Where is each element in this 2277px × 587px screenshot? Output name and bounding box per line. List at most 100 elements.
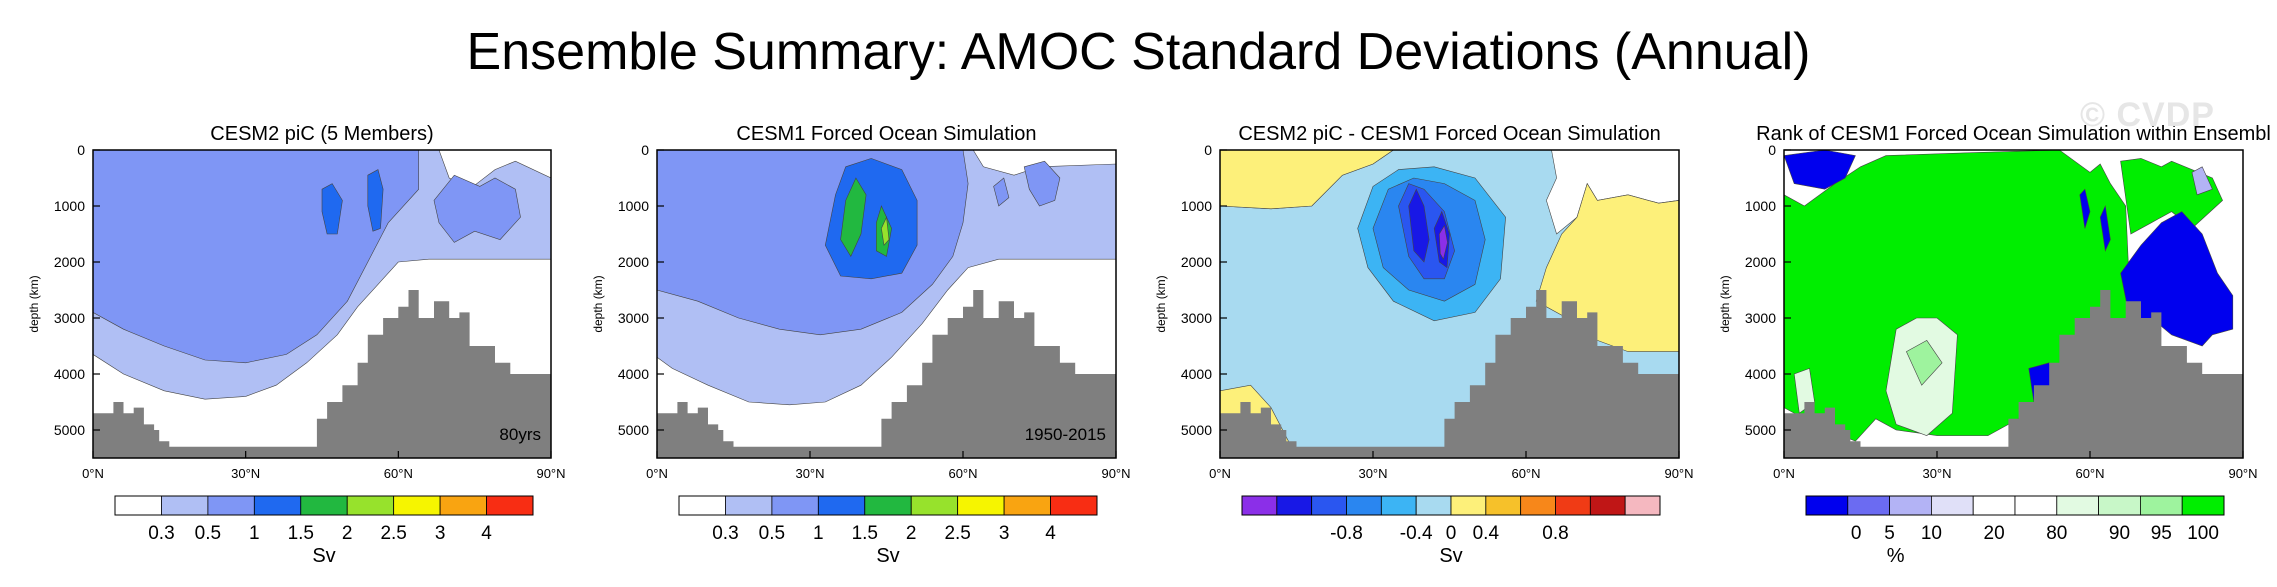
x-tick-label: 90°N bbox=[536, 466, 565, 481]
colorbar-swatch bbox=[1847, 495, 1891, 516]
colorbar-tick-label: 100 bbox=[2187, 523, 2219, 544]
panel-1 bbox=[92, 149, 552, 516]
period-label: 80yrs bbox=[499, 425, 541, 444]
y-tick-label: 1000 bbox=[1181, 198, 1212, 214]
ocean-floor-mask bbox=[1220, 290, 1679, 458]
colorbar-tick-label: 0.3 bbox=[712, 523, 738, 544]
y-tick-label: 4000 bbox=[618, 366, 649, 382]
colorbar-swatch bbox=[1450, 495, 1487, 516]
colorbar-unit-label: Sv bbox=[876, 545, 899, 567]
panel-title: CESM2 piC (5 Members) bbox=[210, 123, 433, 145]
colorbar-tick-label: 3 bbox=[435, 523, 446, 544]
y-tick-label: 3000 bbox=[54, 310, 85, 326]
colorbar-frame bbox=[114, 495, 534, 516]
colorbar-tick-label: 1 bbox=[249, 523, 260, 544]
x-tick-label: 0°N bbox=[1209, 466, 1231, 481]
plot-frame bbox=[1219, 149, 1680, 459]
period-label: 1950-2015 bbox=[1025, 425, 1106, 444]
y-tick-label: 0 bbox=[1768, 142, 1776, 158]
x-tick-label: 90°N bbox=[2228, 466, 2257, 481]
y-tick-label: 5000 bbox=[618, 422, 649, 438]
panel-title: Rank of CESM1 Forced Ocean Simulation wi… bbox=[1756, 123, 2271, 145]
colorbar-tick-label: 90 bbox=[2109, 523, 2130, 544]
colorbar-unit-label: Sv bbox=[312, 545, 335, 567]
y-tick-label: 4000 bbox=[1181, 366, 1212, 382]
ocean-floor-mask bbox=[657, 290, 1116, 458]
y-tick-label: 3000 bbox=[618, 310, 649, 326]
x-tick-label: 90°N bbox=[1101, 466, 1130, 481]
colorbar-swatch bbox=[2014, 495, 2058, 516]
colorbar-swatch bbox=[1624, 495, 1661, 516]
colorbar-tick-label: -0.4 bbox=[1400, 523, 1433, 544]
y-tick-label: 5000 bbox=[1745, 422, 1776, 438]
colorbar-swatch bbox=[678, 495, 726, 516]
contour-region bbox=[993, 177, 1010, 207]
panel-3 bbox=[1219, 149, 1680, 516]
contour-region bbox=[1408, 188, 1430, 263]
colorbar-tick-label: 2 bbox=[342, 523, 353, 544]
plot-frame bbox=[1783, 149, 2244, 459]
y-axis-label: depth (km) bbox=[1718, 275, 1732, 332]
colorbar-swatch bbox=[393, 495, 441, 516]
plot-frame bbox=[656, 149, 1117, 459]
colorbar-tick-label: 2 bbox=[906, 523, 917, 544]
y-axis-label: depth (km) bbox=[591, 275, 605, 332]
colorbar-swatch bbox=[1050, 495, 1098, 516]
contour-region bbox=[321, 183, 343, 235]
panel-4 bbox=[1783, 149, 2244, 516]
colorbar-swatch bbox=[1972, 495, 2016, 516]
contour-region bbox=[367, 169, 384, 232]
y-tick-label: 0 bbox=[77, 142, 85, 158]
colorbar-tick-label: 1.5 bbox=[852, 523, 878, 544]
x-tick-label: 30°N bbox=[1358, 466, 1387, 481]
x-tick-label: 60°N bbox=[948, 466, 977, 481]
colorbar-tick-label: 0 bbox=[1446, 523, 1457, 544]
colorbar-tick-label: 4 bbox=[1045, 523, 1056, 544]
contour-region bbox=[433, 174, 521, 243]
y-axis-label: depth (km) bbox=[1154, 275, 1168, 332]
colorbar-swatch bbox=[1520, 495, 1556, 516]
colorbar-swatch bbox=[1241, 495, 1278, 516]
colorbar-tick-label: 0.3 bbox=[148, 523, 174, 544]
colorbar-swatch bbox=[910, 495, 959, 516]
colorbar-swatch bbox=[486, 495, 534, 516]
colorbar-swatch bbox=[1931, 495, 1974, 516]
colorbar-tick-label: 4 bbox=[481, 523, 492, 544]
colorbar-swatch bbox=[1805, 495, 1849, 516]
y-tick-label: 1000 bbox=[54, 198, 85, 214]
y-tick-label: 0 bbox=[1204, 142, 1212, 158]
colorbar-swatch bbox=[2056, 495, 2100, 516]
colorbar-swatch bbox=[207, 495, 255, 516]
colorbar-tick-label: 0 bbox=[1851, 523, 1862, 544]
colorbar-swatch bbox=[253, 495, 302, 516]
colorbar-tick-label: 1.5 bbox=[288, 523, 314, 544]
colorbar-swatch bbox=[1380, 495, 1417, 516]
colorbar-swatch bbox=[2139, 495, 2183, 516]
colorbar-swatch bbox=[1485, 495, 1522, 516]
y-tick-label: 5000 bbox=[54, 422, 85, 438]
colorbar-swatch bbox=[2098, 495, 2141, 516]
y-tick-label: 2000 bbox=[54, 254, 85, 270]
colorbar-tick-label: 5 bbox=[1884, 523, 1895, 544]
cvdp-watermark: © CVDP bbox=[2080, 96, 2215, 134]
y-tick-label: 2000 bbox=[1181, 254, 1212, 270]
contour-region bbox=[2099, 204, 2111, 252]
x-tick-label: 60°N bbox=[2075, 466, 2104, 481]
colorbar-frame bbox=[678, 495, 1098, 516]
y-tick-label: 3000 bbox=[1181, 310, 1212, 326]
colorbar-unit-label: Sv bbox=[1439, 545, 1462, 567]
main-title: Ensemble Summary: AMOC Standard Deviatio… bbox=[466, 23, 1811, 81]
x-tick-label: 0°N bbox=[646, 466, 668, 481]
contour-region bbox=[881, 216, 890, 246]
colorbar-tick-label: 0.8 bbox=[1542, 523, 1568, 544]
y-tick-label: 2000 bbox=[1745, 254, 1776, 270]
colorbar-swatch bbox=[725, 495, 773, 516]
x-tick-label: 90°N bbox=[1664, 466, 1693, 481]
contour-region bbox=[2191, 166, 2213, 196]
contour-region bbox=[1219, 149, 1395, 210]
colorbar-swatch bbox=[161, 495, 209, 516]
colorbar-swatch bbox=[1415, 495, 1452, 516]
colorbar-swatch bbox=[1276, 495, 1313, 516]
colorbar-swatch bbox=[1589, 495, 1626, 516]
